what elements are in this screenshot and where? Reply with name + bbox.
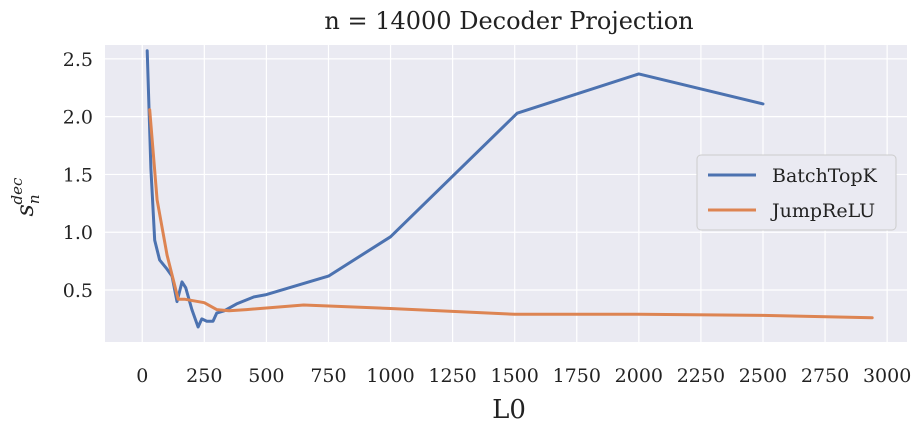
legend-label-batchtopk: BatchTopK [772, 165, 878, 187]
legend-label-jumprelu: JumpReLU [770, 200, 875, 222]
legend: BatchTopK JumpReLU [696, 154, 897, 231]
x-tick-label: 1500 [491, 365, 539, 387]
x-tick-label: 1750 [553, 365, 601, 387]
series-line-batchtopk [145, 49, 765, 329]
x-tick-label: 2500 [739, 365, 787, 387]
y-tick-label: 0.5 [63, 280, 93, 302]
x-tick-label: 0 [136, 365, 148, 387]
series-line-jumprelu [148, 108, 874, 320]
x-tick-label: 500 [248, 365, 284, 387]
y-axis-label-subscript: n [25, 194, 43, 204]
x-tick-label: 2000 [615, 365, 663, 387]
x-axis-label: L0 [492, 395, 526, 425]
x-tick-label: 750 [310, 365, 346, 387]
y-axis-label-base: s [11, 204, 39, 216]
x-axis-ticks: 0 250 500 750 1000 1250 1500 1750 2000 2250 2500 27… [136, 365, 911, 387]
y-tick-label: 2.5 [63, 49, 93, 71]
y-axis-label-superscript: dec [8, 177, 26, 204]
chart-title: n = 14000 Decoder Projection [324, 7, 693, 35]
y-axis-ticks: 0.5 1.0 1.5 2.0 2.5 [63, 49, 93, 302]
x-tick-label: 1000 [366, 365, 414, 387]
y-tick-label: 2.0 [63, 107, 93, 129]
series-layer [145, 49, 874, 329]
x-tick-label: 3000 [863, 365, 911, 387]
y-axis-label: sndec [8, 177, 43, 216]
y-tick-label: 1.5 [63, 164, 93, 186]
x-tick-label: 1250 [428, 365, 476, 387]
x-tick-label: 2750 [801, 365, 849, 387]
y-tick-label: 1.0 [63, 222, 93, 244]
x-tick-label: 250 [186, 365, 222, 387]
x-tick-label: 2250 [677, 365, 725, 387]
